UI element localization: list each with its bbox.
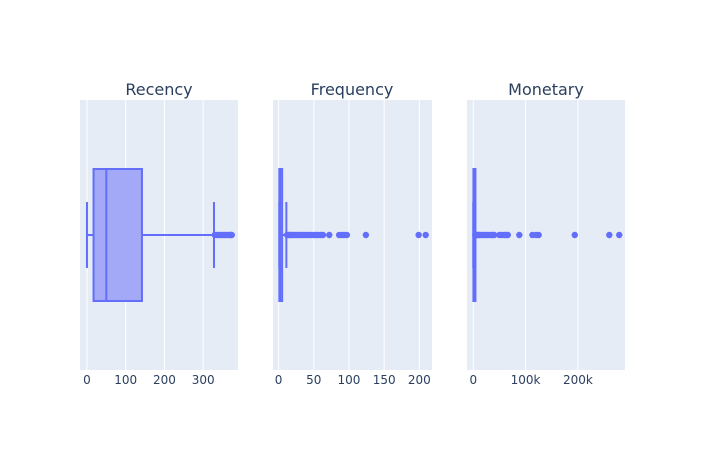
monetary-outlier-point[interactable]	[571, 231, 578, 239]
monetary-outlier-point[interactable]	[616, 231, 623, 239]
recency-iqr-box[interactable]	[92, 168, 143, 302]
monetary-subplot: Monetary 0 100k 200k	[467, 80, 625, 387]
recency-subplot: Recency 0 100 200 300	[80, 80, 238, 387]
monetary-tick-label: 200k	[563, 373, 593, 387]
frequency-tick-label: 150	[373, 373, 396, 387]
frequency-title: Frequency	[311, 80, 394, 99]
recency-tick-label: 200	[153, 373, 176, 387]
recency-tick-label: 0	[83, 373, 91, 387]
recency-tick-label: 300	[192, 373, 215, 387]
frequency-tick-label: 50	[306, 373, 321, 387]
monetary-outlier-point[interactable]	[606, 231, 613, 239]
frequency-outlier-point[interactable]	[319, 231, 327, 239]
frequency-outlier-point[interactable]	[415, 231, 422, 239]
monetary-tick-label: 100k	[511, 373, 541, 387]
frequency-tick-label: 100	[338, 373, 361, 387]
monetary-outlier-point[interactable]	[516, 231, 523, 239]
recency-outlier-point[interactable]	[228, 231, 236, 239]
monetary-outlier-point[interactable]	[491, 231, 498, 239]
recency-title: Recency	[125, 80, 192, 99]
frequency-outlier-point[interactable]	[422, 231, 429, 239]
frequency-tick-label: 0	[275, 373, 283, 387]
frequency-outlier-point[interactable]	[343, 231, 351, 239]
monetary-title: Monetary	[508, 80, 584, 99]
frequency-outlier-point[interactable]	[362, 231, 370, 239]
monetary-outlier-point[interactable]	[535, 231, 542, 239]
frequency-tick-label: 200	[408, 373, 431, 387]
recency-tick-label: 100	[114, 373, 137, 387]
monetary-tick-label: 0	[469, 373, 477, 387]
frequency-subplot: Frequency 0 50 100 150 200	[273, 80, 432, 387]
monetary-outlier-point[interactable]	[504, 231, 512, 239]
frequency-outlier-point[interactable]	[326, 231, 333, 239]
